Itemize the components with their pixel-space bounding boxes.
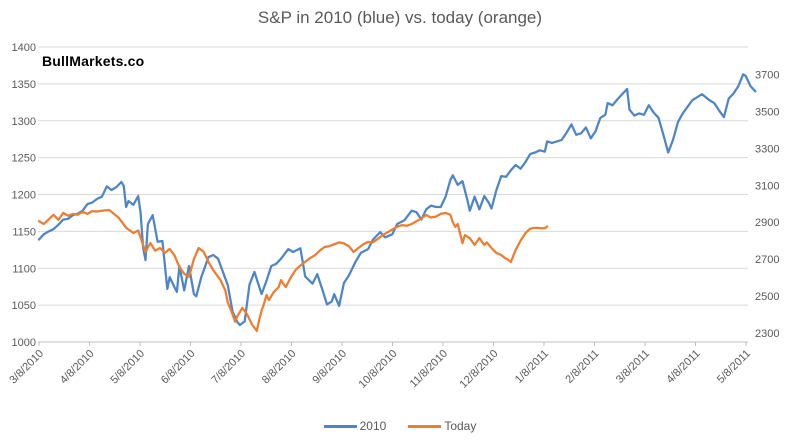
x-axis-label: 10/8/2010 — [357, 348, 400, 391]
series-line-today — [37, 208, 549, 333]
legend-swatch-today — [408, 424, 442, 428]
series-line-2010 — [37, 73, 757, 327]
right-axis-label: 3100 — [755, 180, 779, 192]
left-axis-label: 1100 — [12, 263, 36, 275]
x-axis-label: 3/8/2011 — [614, 348, 652, 386]
x-axis-label: 11/8/2010 — [408, 348, 451, 391]
left-axis-label: 1250 — [12, 153, 36, 165]
legend-label-2010: 2010 — [359, 419, 387, 433]
right-axis-label: 3300 — [755, 143, 779, 155]
left-axis-label: 1000 — [12, 337, 36, 349]
chart-title: S&P in 2010 (blue) vs. today (orange) — [257, 8, 543, 27]
left-axis-label: 1350 — [12, 79, 36, 91]
x-axis-label: 12/8/2010 — [458, 348, 501, 391]
x-axis-label: 4/8/2011 — [664, 348, 702, 386]
x-axis-label: 5/8/2010 — [108, 348, 147, 387]
x-axis-label: 2/8/2011 — [563, 348, 601, 386]
right-axis-label: 2900 — [755, 217, 779, 229]
chart-legend: 2010 Today — [0, 419, 800, 433]
legend-swatch-2010 — [323, 424, 357, 428]
legend-item-today: Today — [408, 419, 476, 433]
left-axis-label: 1200 — [12, 190, 36, 202]
left-axis-label: 1050 — [12, 300, 36, 312]
x-axis-label: 1/8/2011 — [513, 348, 551, 386]
x-axis-label: 7/8/2010 — [209, 348, 248, 387]
legend-label-today: Today — [444, 419, 477, 433]
right-axis-label: 2500 — [755, 291, 779, 303]
watermark-bullmarkets: BullMarkets.co — [42, 53, 145, 69]
x-axis-label: 4/8/2010 — [58, 348, 97, 387]
x-axis-label: 9/8/2010 — [310, 348, 349, 387]
x-axis-label: 8/8/2010 — [260, 348, 299, 387]
right-axis-label: 2700 — [755, 254, 779, 266]
x-axis-label: 6/8/2010 — [159, 348, 198, 387]
x-axis-label: 5/8/2011 — [715, 348, 753, 386]
right-axis-label: 3700 — [755, 70, 779, 82]
left-axis-label: 1400 — [12, 42, 36, 54]
left-axis-label: 1300 — [12, 116, 36, 128]
right-axis-label: 3500 — [755, 107, 779, 119]
right-axis-label: 2300 — [755, 328, 779, 340]
left-axis-label: 1150 — [12, 226, 36, 238]
legend-item-2010: 2010 — [323, 419, 387, 433]
x-axis-label: 3/8/2010 — [7, 348, 46, 387]
